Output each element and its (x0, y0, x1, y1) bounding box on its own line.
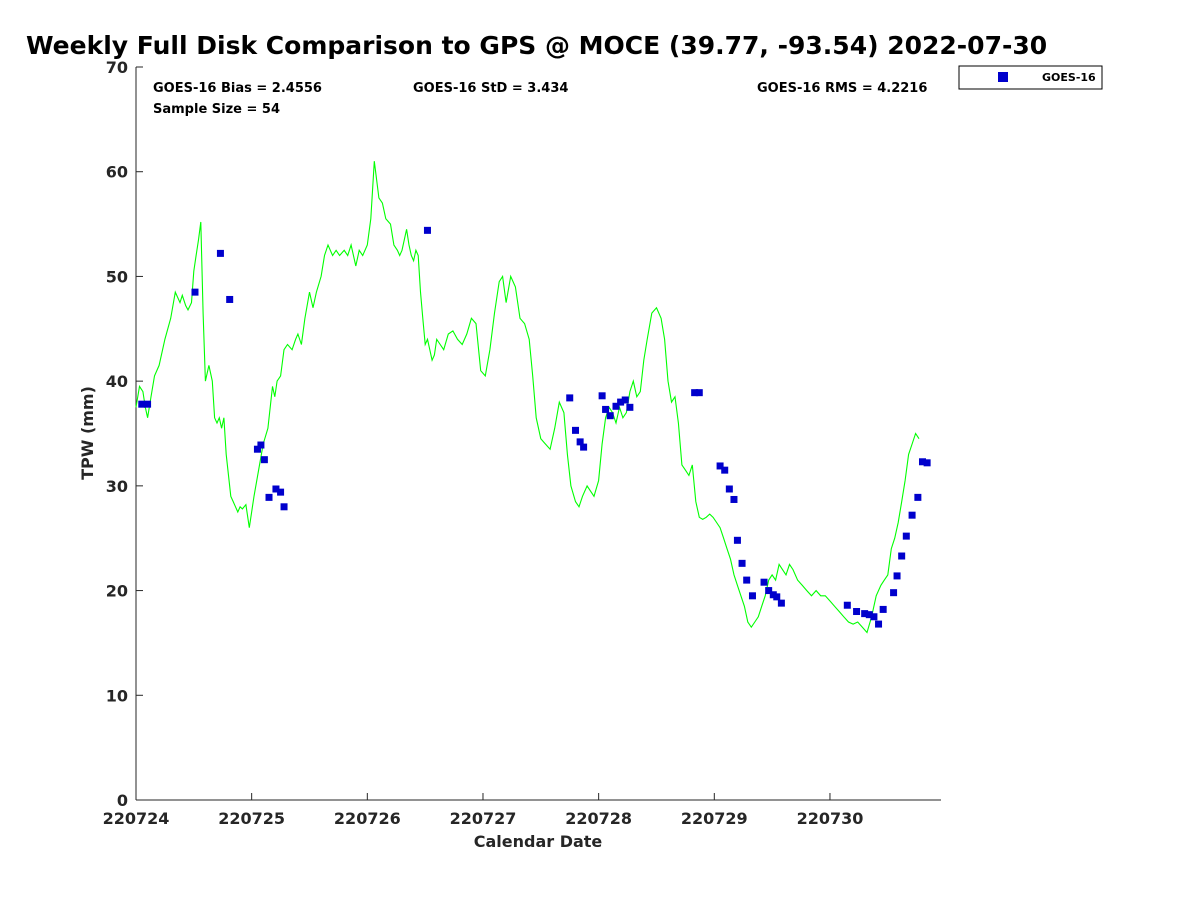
sample-size-stat: Sample Size = 54 (153, 102, 280, 117)
goes-point (902, 532, 910, 540)
y-tick-label: 30 (106, 477, 128, 496)
y-tick-label: 0 (117, 791, 128, 810)
goes-point (572, 426, 580, 434)
goes-point (216, 249, 224, 257)
goes-point (748, 592, 756, 600)
goes-point (738, 559, 746, 567)
y-tick-label: 20 (106, 582, 128, 601)
axes (135, 66, 941, 801)
goes-point (602, 405, 610, 413)
goes-point (898, 552, 906, 560)
std-stat: GOES-16 StD = 3.434 (413, 81, 568, 96)
goes-point (272, 485, 280, 493)
goes-point (865, 611, 873, 619)
goes-point (257, 441, 265, 449)
goes-point (280, 503, 288, 511)
legend-box (958, 65, 1103, 90)
goes-point (576, 438, 584, 446)
goes-point (890, 589, 898, 597)
x-axis-label: Calendar Date (474, 832, 603, 851)
goes-point (893, 572, 901, 580)
goes-point (253, 445, 261, 453)
x-tick-label: 220724 (103, 809, 170, 828)
goes-point (773, 593, 781, 601)
goes-point (908, 511, 916, 519)
legend-label: GOES-16 (1042, 71, 1096, 84)
y-axis-label: TPW (mm) (78, 386, 97, 480)
goes-point (923, 459, 931, 467)
y-tick-label: 70 (106, 58, 128, 77)
goes-point (606, 412, 614, 420)
goes-point (566, 394, 574, 402)
goes-point (725, 485, 733, 493)
chart-title: Weekly Full Disk Comparison to GPS @ MOC… (26, 31, 1047, 60)
legend: GOES-16 (958, 65, 1103, 90)
y-tick-label: 40 (106, 372, 128, 391)
goes-point (260, 456, 268, 464)
goes-point (765, 587, 773, 595)
goes-point (743, 576, 751, 584)
gps-series (135, 161, 920, 634)
goes-point (853, 608, 861, 616)
goes-point (226, 295, 234, 303)
goes-point (621, 396, 629, 404)
x-tick-label: 220729 (681, 809, 748, 828)
goes-point (598, 392, 606, 400)
bias-stat: GOES-16 Bias = 2.4556 (153, 81, 322, 96)
rms-stat: GOES-16 RMS = 4.2216 (757, 81, 927, 96)
goes-point (843, 601, 851, 609)
goes-point (733, 536, 741, 544)
goes-point (879, 605, 887, 613)
goes-point (918, 458, 926, 466)
goes-point (138, 400, 146, 408)
x-tick-label: 220727 (450, 809, 517, 828)
goes-point (730, 495, 738, 503)
y-tick-label: 10 (106, 686, 128, 705)
goes-point (191, 288, 199, 296)
goes-point (691, 389, 699, 397)
goes-point (144, 400, 152, 408)
legend-marker (998, 72, 1008, 82)
goes-point (760, 578, 768, 586)
goes-point (277, 488, 285, 496)
y-tick-label: 60 (106, 163, 128, 182)
goes-point (721, 466, 729, 474)
x-tick-label: 220730 (797, 809, 864, 828)
goes-point (870, 613, 878, 621)
gps-line (135, 161, 920, 634)
goes-point (580, 443, 588, 451)
y-tick-label: 50 (106, 267, 128, 286)
x-tick-label: 220726 (334, 809, 401, 828)
goes-point (265, 493, 273, 501)
goes-point (423, 226, 431, 234)
goes-point (861, 610, 869, 618)
goes-point (617, 398, 625, 406)
x-tick-label: 220728 (565, 809, 632, 828)
tick-labels: 0 10 20 30 40 50 60 70 220724 220725 220726 220727 2… (103, 58, 864, 828)
goes-series (138, 226, 931, 628)
goes-point (626, 403, 634, 411)
goes-point (777, 599, 785, 607)
goes-point (695, 389, 703, 397)
goes-point (875, 620, 883, 628)
x-tick-label: 220725 (218, 809, 285, 828)
goes-point (914, 493, 922, 501)
goes-point (612, 402, 620, 410)
goes-point (716, 462, 724, 470)
